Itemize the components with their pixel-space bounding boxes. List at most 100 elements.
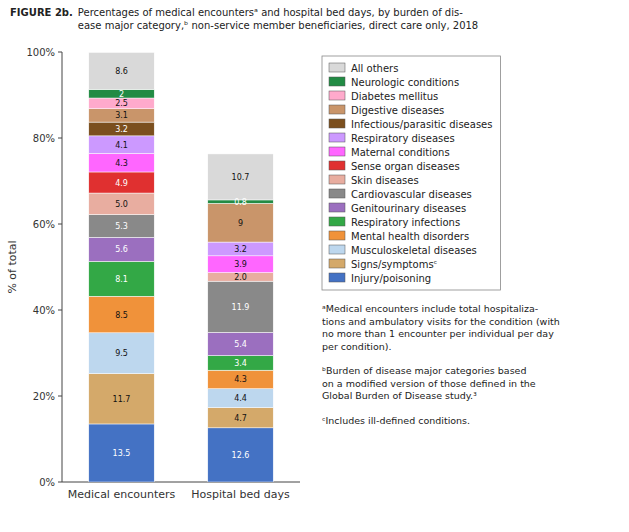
data-label: 0.8 [234, 198, 247, 207]
y-tick-label: 60% [33, 219, 55, 230]
y-axis-line [62, 52, 63, 482]
y-tick [58, 224, 62, 225]
legend-label: Digestive diseases [351, 105, 444, 116]
legend-label: Injury/poisoning [351, 273, 431, 284]
legend-label: Respiratory diseases [351, 133, 455, 144]
bar-segment [89, 296, 154, 333]
bar-segment [208, 273, 273, 282]
y-tick-label: 100% [26, 47, 55, 58]
bar-segment [89, 333, 154, 374]
legend-label: Genitourinary diseases [351, 203, 466, 214]
legend-swatch [329, 273, 345, 282]
legend-swatch [329, 147, 345, 156]
data-label: 4.3 [234, 375, 247, 384]
bar-segment [89, 109, 154, 122]
bar-segment [208, 356, 273, 371]
data-label: 3.2 [234, 245, 247, 254]
x-tick-label: Hospital bed days [191, 488, 290, 501]
bar-segment [89, 193, 154, 215]
data-label: 2.5 [115, 99, 128, 108]
data-label: 2.0 [234, 273, 247, 282]
legend-label: Cardiovascular diseases [351, 189, 472, 200]
bar-segment [208, 370, 273, 388]
legend-swatch [329, 91, 345, 100]
legend-label: All others [351, 63, 398, 74]
legend-label: Infectious/parasitic diseases [351, 119, 492, 130]
legend-label: Sense organ diseases [351, 161, 460, 172]
data-label: 10.7 [232, 173, 250, 182]
data-label: 3.4 [234, 359, 247, 368]
title: FIGURE 2b. [10, 7, 73, 18]
data-label: 8.5 [115, 311, 128, 320]
bar-segment [89, 98, 154, 109]
bar-segment [89, 153, 154, 171]
legend-swatch [329, 77, 345, 86]
legend-swatch [329, 259, 345, 268]
legend: All othersNeurologic conditionsDiabetes … [322, 56, 500, 290]
bar-segment [89, 374, 154, 424]
data-label: 5.4 [234, 340, 247, 349]
y-tick [58, 396, 62, 397]
legend-swatch [329, 105, 345, 114]
data-labels: 13.512.611.74.79.54.48.54.38.13.45.65.45… [113, 67, 250, 460]
legend-label: Musculoskeletal diseases [351, 245, 477, 256]
bar-segment [89, 89, 154, 98]
legend-swatch [329, 245, 345, 254]
bar-segment [208, 203, 273, 242]
legend-swatch [329, 203, 345, 212]
bar-segment [89, 52, 154, 89]
legend-label: Signs/symptomsᶜ [351, 259, 438, 270]
data-label: 11.9 [232, 303, 250, 312]
legend-swatch [329, 119, 345, 128]
data-label: 13.5 [113, 449, 131, 458]
data-label: 9.5 [115, 349, 128, 358]
data-label: 5.3 [115, 222, 128, 231]
data-label: 4.1 [115, 141, 128, 150]
bar-segment [208, 242, 273, 256]
legend-label: Mental health disorders [351, 231, 469, 242]
bar-segment [208, 332, 273, 355]
data-label: 4.4 [234, 394, 247, 403]
data-label: 8.1 [115, 275, 128, 284]
data-label: 11.7 [113, 395, 131, 404]
legend-swatch [329, 63, 345, 72]
legend-swatch [329, 175, 345, 184]
data-label: 3.9 [234, 260, 247, 269]
data-label: 5.0 [115, 200, 128, 209]
legend-label: Maternal conditions [351, 147, 450, 158]
chart: FIGURE 2b. Percentages of medical encount… [0, 0, 629, 532]
y-tick [58, 52, 62, 53]
bar-segment [89, 215, 154, 238]
y-tick-label: 40% [33, 305, 55, 316]
bars [89, 52, 273, 482]
data-label: 8.6 [115, 67, 128, 76]
subtitle: Percentages of medical encountersᵃ and h… [78, 7, 478, 31]
data-label: 3.2 [115, 125, 128, 134]
y-tick [58, 310, 62, 311]
legend-swatch [329, 189, 345, 198]
y-tick [58, 138, 62, 139]
bar-segment [208, 154, 273, 200]
bar-segment [89, 136, 154, 154]
legend-label: Skin diseases [351, 175, 419, 186]
y-tick [58, 482, 62, 483]
y-axis: 0%20%40%60%80%100% [26, 47, 300, 488]
bar-segment [208, 281, 273, 332]
bar-segment [89, 122, 154, 136]
legend-label: Neurologic conditions [351, 77, 459, 88]
y-axis-label: % of total [6, 240, 19, 293]
data-label: 4.7 [234, 414, 247, 423]
bar-segment [208, 256, 273, 273]
bar-segment [89, 237, 154, 261]
legend-swatch [329, 231, 345, 240]
data-label: 5.6 [115, 245, 128, 254]
footnote: ᵇBurden of disease major categories base… [322, 365, 536, 401]
bar-segment [89, 424, 154, 482]
data-label: 9 [238, 219, 243, 228]
bar-segment [89, 261, 154, 296]
footnote: ᵃMedical encounters include total hospit… [322, 303, 560, 352]
bar-segment [208, 428, 273, 482]
data-label: 4.9 [115, 179, 128, 188]
y-tick-label: 20% [33, 391, 55, 402]
bar-segment [208, 408, 273, 428]
